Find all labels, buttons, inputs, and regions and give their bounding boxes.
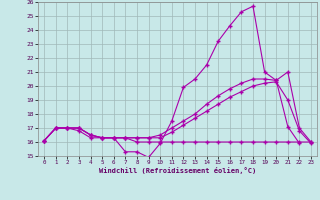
- X-axis label: Windchill (Refroidissement éolien,°C): Windchill (Refroidissement éolien,°C): [99, 167, 256, 174]
